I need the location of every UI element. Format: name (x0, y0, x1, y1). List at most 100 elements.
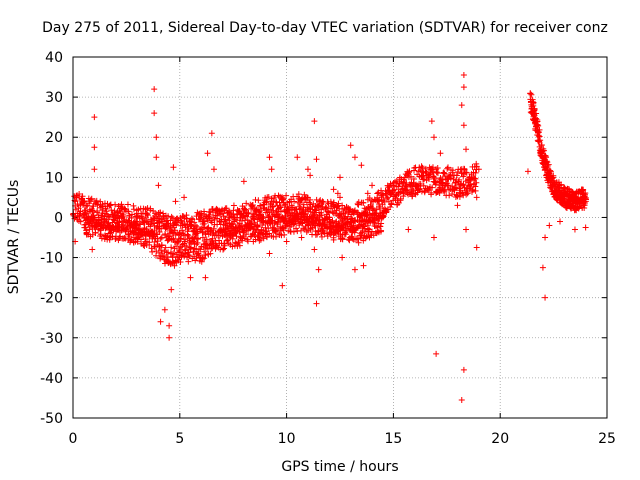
data-point (344, 213, 351, 220)
data-point (383, 195, 390, 202)
data-point (318, 233, 325, 240)
data-point (229, 243, 236, 250)
data-point (378, 220, 385, 227)
data-point (351, 225, 358, 232)
data-point (217, 211, 224, 218)
data-point (234, 228, 241, 235)
data-point (283, 192, 290, 199)
data-point (306, 205, 313, 212)
y-tick-label: -50 (40, 411, 63, 427)
data-point (158, 242, 165, 249)
data-point (130, 230, 137, 237)
data-point (323, 204, 330, 211)
data-point (158, 247, 165, 254)
outlier-point (405, 226, 412, 233)
data-point (547, 167, 554, 174)
x-tick-label: 15 (384, 431, 402, 447)
outlier-point (542, 294, 549, 301)
data-point (388, 201, 395, 208)
outlier-point (433, 188, 440, 195)
data-point (87, 196, 94, 203)
data-point (380, 213, 387, 220)
data-point (195, 250, 202, 257)
data-point (385, 184, 392, 191)
data-point (425, 187, 432, 194)
outlier-point (358, 162, 365, 169)
data-point (77, 208, 84, 215)
data-point (342, 231, 349, 238)
data-point (80, 198, 87, 205)
data-point (112, 201, 119, 208)
outlier-point (202, 274, 209, 281)
data-point (230, 232, 237, 239)
data-point (190, 238, 197, 245)
data-point (318, 212, 325, 219)
data-point (183, 243, 190, 250)
data-point (83, 203, 90, 210)
outlier-point (542, 234, 549, 241)
data-point (165, 213, 172, 220)
data-point (217, 227, 224, 234)
data-point (582, 190, 589, 197)
outlier-point (330, 186, 337, 193)
data-point (147, 229, 154, 236)
data-point (193, 241, 200, 248)
data-point (173, 243, 180, 250)
data-point (454, 192, 461, 199)
data-point (533, 110, 540, 117)
data-point (434, 170, 441, 177)
outlier-point (166, 322, 173, 329)
outlier-point (210, 166, 217, 173)
data-point (302, 210, 309, 217)
data-point (463, 191, 470, 198)
data-point (473, 179, 480, 186)
data-point (463, 169, 470, 176)
outlier-point (475, 166, 482, 173)
data-point (428, 191, 435, 198)
data-point (268, 195, 275, 202)
data-point (151, 231, 158, 238)
outlier-point (339, 254, 346, 261)
data-point (229, 235, 236, 242)
data-point (538, 141, 545, 148)
outlier-point (181, 194, 188, 201)
data-point (391, 186, 398, 193)
data-point (93, 223, 100, 230)
data-point (247, 225, 254, 232)
data-point (177, 249, 184, 256)
data-point (444, 165, 451, 172)
x-tick-label: 25 (598, 431, 616, 447)
data-point (378, 227, 385, 234)
data-point (81, 215, 88, 222)
data-point (114, 219, 121, 226)
data-point (106, 234, 113, 241)
data-point (220, 246, 227, 253)
data-point (414, 189, 421, 196)
data-point (530, 100, 537, 107)
outlier-point (313, 300, 320, 307)
data-point (94, 201, 101, 208)
data-point (327, 231, 334, 238)
data-point (162, 244, 169, 251)
data-point (460, 181, 467, 188)
data-point (374, 190, 381, 197)
data-point (243, 200, 250, 207)
data-point (185, 232, 192, 239)
data-point (429, 184, 436, 191)
data-point (244, 238, 251, 245)
outlier-point (460, 84, 467, 91)
data-point (128, 211, 135, 218)
data-point (469, 186, 476, 193)
data-point (368, 228, 375, 235)
outlier-point (266, 154, 273, 161)
data-point (373, 206, 380, 213)
data-point (105, 213, 112, 220)
data-point (83, 209, 90, 216)
data-point (252, 236, 259, 243)
outlier-point (91, 144, 98, 151)
data-point (277, 203, 284, 210)
data-point (79, 193, 86, 200)
data-point (287, 228, 294, 235)
data-point (146, 241, 153, 248)
data-point (338, 223, 345, 230)
